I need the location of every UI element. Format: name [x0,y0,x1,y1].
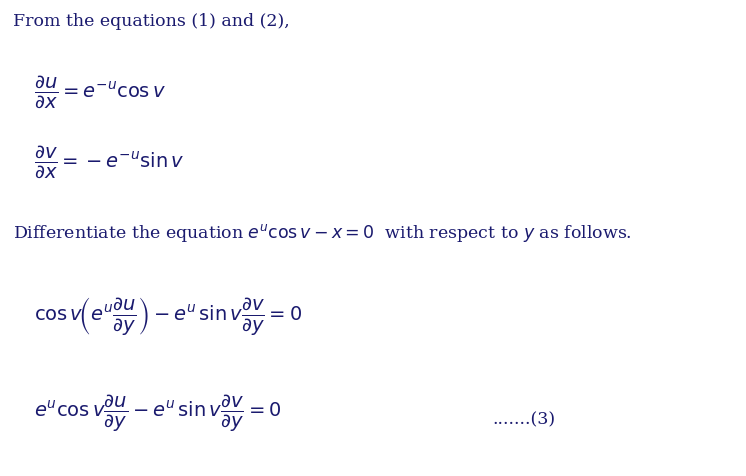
Text: From the equations (1) and (2),: From the equations (1) and (2), [13,13,290,30]
Text: $e^{u}\mathrm{cos}\,v\dfrac{\partial u}{\partial y} - e^{u}\,\mathrm{sin}\,v\dfr: $e^{u}\mathrm{cos}\,v\dfrac{\partial u}{… [34,392,280,433]
Text: .......(3): .......(3) [492,411,556,427]
Text: $\mathrm{cos}\,v\!\left( e^{u}\dfrac{\partial u}{\partial y} \right) - e^{u}\,\m: $\mathrm{cos}\,v\!\left( e^{u}\dfrac{\pa… [34,294,301,336]
Text: Differentiate the equation $e^{u}\mathrm{cos}\,v - x = 0$  with respect to $y$ a: Differentiate the equation $e^{u}\mathrm… [13,221,632,244]
Text: $\dfrac{\partial v}{\partial x} = -e^{-u}\mathrm{sin}\,v$: $\dfrac{\partial v}{\partial x} = -e^{-u… [34,143,184,180]
Text: $\dfrac{\partial u}{\partial x} = e^{-u}\mathrm{cos}\,v$: $\dfrac{\partial u}{\partial x} = e^{-u}… [34,74,166,110]
